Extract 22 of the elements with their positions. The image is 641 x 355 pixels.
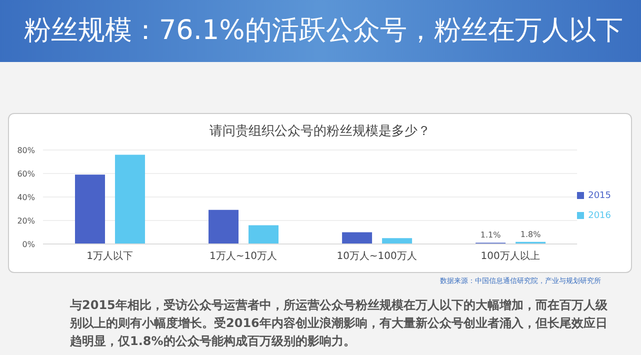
data-label: 1.1% <box>480 230 502 240</box>
x-tick-label: 1万人~10万人 <box>210 251 278 262</box>
bar <box>75 174 105 244</box>
legend-label: 2015 <box>588 191 611 201</box>
y-tick-label: 40% <box>17 192 36 202</box>
bar <box>115 154 145 244</box>
chart-title: 粉丝规模：76.1%的活跃公众号，粉丝在万人以下 <box>24 14 623 48</box>
bar <box>342 232 372 244</box>
legend-label: 2016 <box>588 211 611 221</box>
y-tick-label: 60% <box>17 169 36 178</box>
bar <box>382 238 412 244</box>
x-tick-label: 1万人以下 <box>86 250 133 262</box>
y-tick-label: 20% <box>17 216 36 226</box>
data-label: 1.8% <box>520 230 542 239</box>
bar <box>208 210 239 244</box>
text: 与2015年相比，受访公众号运营者中，所运营公众号粉丝规模在万人以下的大幅增加，而在百万人级别以上的则有小幅度增长。受2016年内容创业浪潮影响，有大量新公众号创业者涌入，但长尾效应日趋明显，仅1.8%的公众号能构成百万级别的影响力。 <box>70 297 608 350</box>
y-tick-label: 0% <box>22 240 36 249</box>
x-tick-label: 100万人以上 <box>480 250 540 262</box>
x-tick-label: 10万人~100万人 <box>336 251 417 262</box>
y-tick-label: 80% <box>17 146 36 155</box>
bar <box>248 225 279 244</box>
chart-subtitle: 请问贵组织公众号的粉丝规模是多少？ <box>208 123 432 140</box>
